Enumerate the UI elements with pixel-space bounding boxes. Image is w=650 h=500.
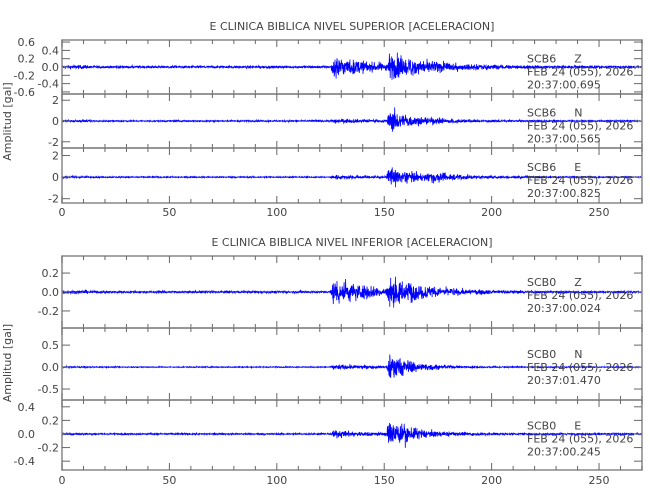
y-tick-label: -2 — [48, 136, 59, 149]
y-tick-label: -0.6 — [14, 86, 35, 99]
trace-start-time: 20:37:01.470 — [527, 374, 601, 387]
y-tick-label: -0.2 — [38, 442, 59, 455]
y-axis-label: Amplitud [gal] — [1, 82, 14, 160]
waveform-line — [61, 167, 643, 188]
component-name: Z — [574, 276, 582, 289]
x-tick-label: 50 — [162, 206, 176, 219]
x-tick-label: 0 — [59, 206, 66, 219]
station-name: SCB0 — [527, 419, 556, 432]
trace-start-time: 20:37:00.245 — [527, 445, 601, 458]
y-tick-label: 0.2 — [18, 53, 36, 66]
y-tick-label: -0.4 — [38, 78, 59, 91]
trace-date: FEB 24 (055), 2026 — [527, 66, 633, 79]
y-tick-label: 2 — [52, 94, 59, 107]
x-tick-label: 200 — [481, 474, 502, 487]
x-tick-label: 100 — [266, 474, 287, 487]
y-tick-label: 0.2 — [42, 414, 60, 427]
station-label: SCB6 E — [527, 161, 581, 174]
trace-start-time: 20:37:00.565 — [527, 133, 601, 146]
component-name: Z — [574, 53, 582, 66]
y-tick-label: -0.2 — [14, 69, 35, 82]
trace-date: FEB 24 (055), 2026 — [527, 174, 633, 187]
station-name: SCB6 — [527, 107, 556, 120]
waveform-line — [61, 52, 643, 80]
y-tick-label: 0.5 — [42, 339, 60, 352]
station-label: SCB6 Z — [527, 53, 582, 66]
trace-date: FEB 24 (055), 2026 — [527, 432, 633, 445]
x-tick-label: 250 — [589, 206, 610, 219]
component-name: E — [574, 161, 581, 174]
y-tick-label: 0.4 — [42, 44, 60, 57]
x-tick-label: 150 — [374, 474, 395, 487]
trace-date: FEB 24 (055), 2026 — [527, 120, 633, 133]
x-tick-label: 0 — [59, 474, 66, 487]
trace-date: FEB 24 (055), 2026 — [527, 361, 633, 374]
waveform-line — [61, 354, 643, 379]
y-tick-label: -2 — [48, 193, 59, 206]
station-label: SCB6 N — [527, 107, 582, 120]
trace-date: FEB 24 (055), 2026 — [527, 289, 633, 302]
panel-frame — [61, 399, 643, 471]
component-name: E — [574, 419, 581, 432]
x-tick-label: 250 — [589, 474, 610, 487]
waveform-line — [61, 276, 643, 308]
trace-start-time: 20:37:00.024 — [527, 302, 601, 315]
x-tick-label: 100 — [266, 206, 287, 219]
component-name: N — [574, 348, 582, 361]
waveform-line — [61, 422, 643, 448]
y-tick-label: 0 — [52, 115, 59, 128]
waveform-line — [61, 107, 643, 132]
station-name: SCB0 — [527, 348, 556, 361]
y-tick-label: 0.0 — [42, 286, 60, 299]
chart-group-0: E CLINICA BIBLICA NIVEL SUPERIOR [ACELER… — [1, 20, 643, 219]
chart-title: E CLINICA BIBLICA NIVEL SUPERIOR [ACELER… — [210, 20, 495, 33]
y-tick-label: 0.0 — [18, 428, 36, 441]
y-tick-label: 2 — [52, 150, 59, 163]
x-tick-label: 150 — [374, 206, 395, 219]
trace-start-time: 20:37:00.825 — [527, 187, 601, 200]
station-label: SCB0 Z — [527, 276, 582, 289]
y-tick-label: 0.0 — [42, 361, 60, 374]
y-tick-label: -0.4 — [14, 455, 35, 468]
station-name: SCB6 — [527, 53, 556, 66]
x-tick-label: 200 — [481, 206, 502, 219]
y-tick-label: 0.0 — [42, 61, 60, 74]
station-name: SCB0 — [527, 276, 556, 289]
station-name: SCB6 — [527, 161, 556, 174]
y-tick-label: 0 — [52, 171, 59, 184]
y-axis-label: Amplitud [gal] — [1, 324, 14, 402]
station-label: SCB0 E — [527, 419, 581, 432]
y-tick-label: 0.6 — [18, 36, 36, 49]
trace-start-time: 20:37:00.695 — [527, 79, 601, 92]
chart-title: E CLINICA BIBLICA NIVEL INFERIOR [ACELER… — [211, 236, 492, 249]
x-tick-label: 50 — [162, 474, 176, 487]
component-name: N — [574, 107, 582, 120]
y-tick-label: 0.2 — [42, 267, 60, 280]
y-tick-label: -0.5 — [38, 383, 59, 396]
y-tick-label: 0.4 — [18, 401, 36, 414]
panel-frame — [61, 147, 643, 204]
chart-group-1: E CLINICA BIBLICA NIVEL INFERIOR [ACELER… — [1, 236, 643, 487]
station-label: SCB0 N — [527, 348, 582, 361]
y-tick-label: -0.2 — [38, 305, 59, 318]
